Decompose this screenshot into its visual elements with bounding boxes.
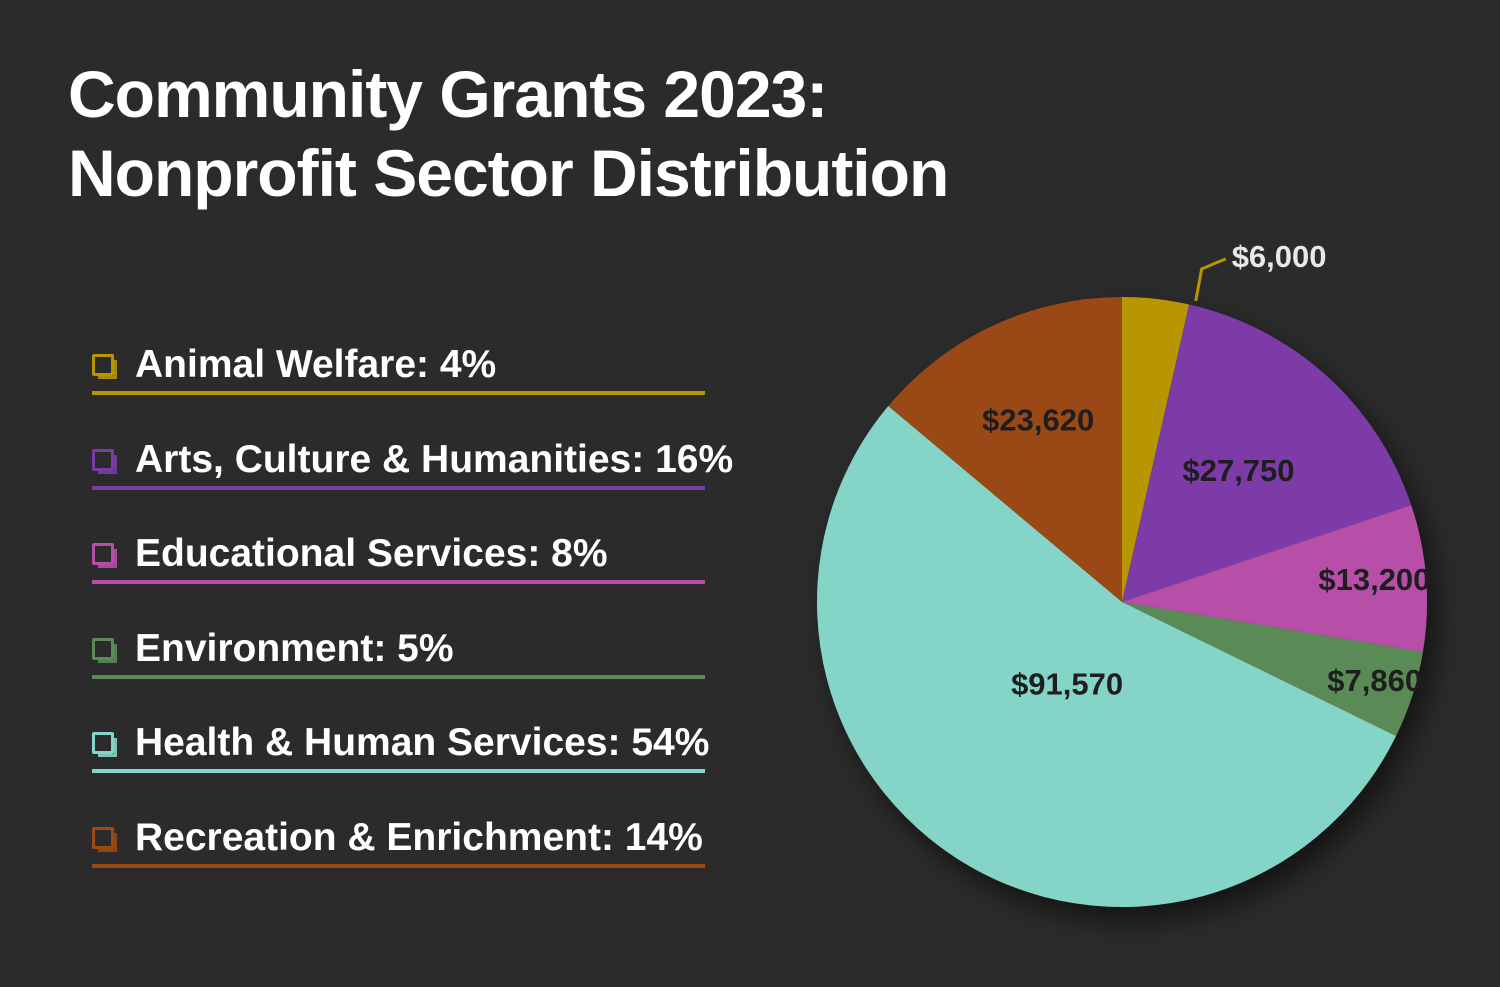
pie-leader-line-animal-welfare	[1194, 257, 1227, 302]
pie-slice-health-human-services	[816, 406, 1396, 908]
pie-slice-animal-welfare	[1122, 297, 1190, 602]
legend-item-health-human-services: Health & Human Services: 54%	[88, 713, 808, 808]
pie-data-label-environment: $7,860	[1327, 663, 1422, 698]
pie-data-label-animal-welfare: $6,000	[1232, 239, 1327, 274]
pie-data-label-arts-culture-humanities: $27,750	[1182, 453, 1294, 488]
pie-data-label-health-human-services: $91,570	[1011, 667, 1123, 702]
pie-slice-educational-services	[1122, 505, 1427, 652]
chart-title-line-1: Community Grants 2023:	[68, 57, 828, 131]
legend-swatch-icon	[92, 732, 117, 757]
legend-label: Arts, Culture & Humanities: 16%	[135, 437, 734, 481]
legend-underline	[92, 863, 705, 868]
legend-item-arts-culture-humanities: Arts, Culture & Humanities: 16%	[88, 430, 808, 525]
legend-label: Educational Services: 8%	[135, 532, 608, 575]
legend-label: Environment: 5%	[135, 626, 454, 670]
chart-title: Community Grants 2023: Nonprofit Sector …	[68, 55, 949, 213]
pie-slice-arts-culture-humanities	[1122, 304, 1412, 602]
legend-item-environment: Environment: 5%	[88, 619, 808, 714]
pie-slices	[816, 297, 1427, 908]
legend-label: Recreation & Enrichment: 14%	[135, 815, 703, 859]
legend: Animal Welfare: 4% Arts, Culture & Human…	[88, 335, 808, 902]
legend-underline	[92, 674, 705, 679]
legend-item-animal-welfare: Animal Welfare: 4%	[88, 335, 808, 430]
legend-swatch-icon	[92, 826, 117, 852]
legend-item-recreation-enrichment: Recreation & Enrichment: 14%	[88, 808, 808, 903]
legend-swatch-icon	[92, 354, 117, 379]
legend-underline	[92, 391, 705, 395]
legend-swatch-icon	[92, 637, 117, 663]
pie-labels: $6,000 $27,750 $13,200 $7,860 $91,570 $23,620	[982, 239, 1430, 702]
legend-swatch-icon	[92, 543, 117, 568]
pie-data-label-educational-services: $13,200	[1318, 562, 1430, 597]
legend-label: Animal Welfare: 4%	[135, 343, 497, 386]
legend-label: Health & Human Services: 54%	[135, 721, 710, 764]
pie-slice-recreation-enrichment	[888, 297, 1122, 602]
legend-underline	[92, 769, 705, 773]
legend-underline	[92, 580, 705, 584]
pie-data-label-recreation-enrichment: $23,620	[982, 402, 1094, 437]
legend-swatch-icon	[92, 448, 117, 474]
pie-slice-environment	[1122, 602, 1423, 737]
chart-title-line-2: Nonprofit Sector Distribution	[68, 136, 949, 210]
legend-item-educational-services: Educational Services: 8%	[88, 524, 808, 619]
legend-underline	[92, 485, 705, 490]
